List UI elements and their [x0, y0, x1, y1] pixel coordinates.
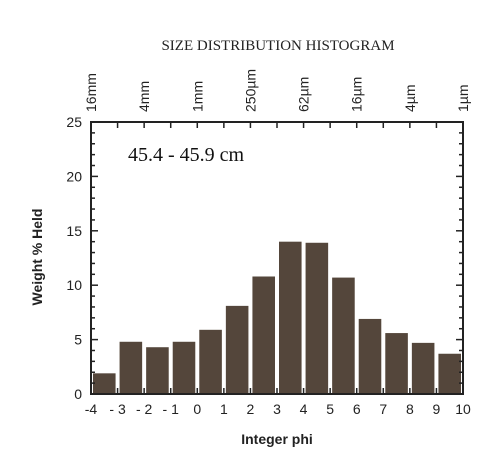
top-size-label: 4µm	[402, 84, 418, 112]
bars-layer	[93, 241, 461, 394]
top-size-label: 1µm	[455, 84, 471, 112]
x-tick-label: 3	[273, 401, 281, 417]
x-tick-label: 7	[379, 401, 387, 417]
top-size-label: 1mm	[189, 81, 205, 112]
bar-7	[279, 241, 302, 394]
x-tick-label: 1	[220, 401, 228, 417]
y-tick-label: 15	[66, 223, 82, 239]
y-tick-label: 5	[74, 332, 82, 348]
bar-13	[438, 353, 461, 394]
bar-10	[358, 318, 382, 394]
x-tick-label: 8	[406, 401, 414, 417]
bar-6	[252, 276, 275, 394]
top-size-label: 62µm	[296, 77, 312, 112]
y-tick-label: 10	[66, 277, 82, 293]
bar-8	[305, 242, 329, 394]
bar-3	[172, 341, 196, 394]
x-tick-label: -4	[85, 401, 98, 417]
y-tick-label: 0	[74, 386, 82, 402]
bar-1	[119, 341, 143, 394]
top-size-label: 4mm	[136, 81, 152, 112]
x-tick-label: - 1	[163, 401, 180, 417]
bar-9	[332, 277, 355, 394]
bar-11	[385, 333, 408, 394]
x-tick-label: 6	[353, 401, 361, 417]
chart-annotation: 45.4 - 45.9 cm	[128, 144, 245, 166]
bar-5	[225, 305, 249, 394]
bar-12	[411, 342, 435, 394]
top-size-label: 16mm	[83, 73, 99, 112]
top-size-label: 16µm	[349, 77, 365, 112]
bar-0	[93, 373, 116, 394]
x-tick-label: 4	[300, 401, 308, 417]
top-size-label: 250µm	[242, 69, 258, 112]
bar-4	[199, 329, 222, 394]
x-tick-label: 10	[455, 401, 471, 417]
y-tick-label: 20	[66, 168, 82, 184]
x-tick-label: 5	[326, 401, 334, 417]
x-tick-label: 2	[247, 401, 255, 417]
chart-title: SIZE DISTRIBUTION HISTOGRAM	[161, 38, 394, 54]
x-tick-label: 9	[433, 401, 441, 417]
x-tick-label: 0	[193, 401, 201, 417]
x-tick-label: - 3	[109, 401, 126, 417]
axes-layer: 0 5 10 15 20 25 -4 - 3 - 2 - 1 0 1 2 3 4 5 6 7 8 9 10 16mm 4mm…	[66, 69, 471, 417]
bar-2	[146, 347, 169, 394]
y-axis-label: Weight % Held	[29, 209, 45, 306]
y-tick-label: 25	[66, 114, 82, 130]
x-tick-label: - 2	[136, 401, 153, 417]
x-axis-label: Integer phi	[241, 431, 313, 447]
